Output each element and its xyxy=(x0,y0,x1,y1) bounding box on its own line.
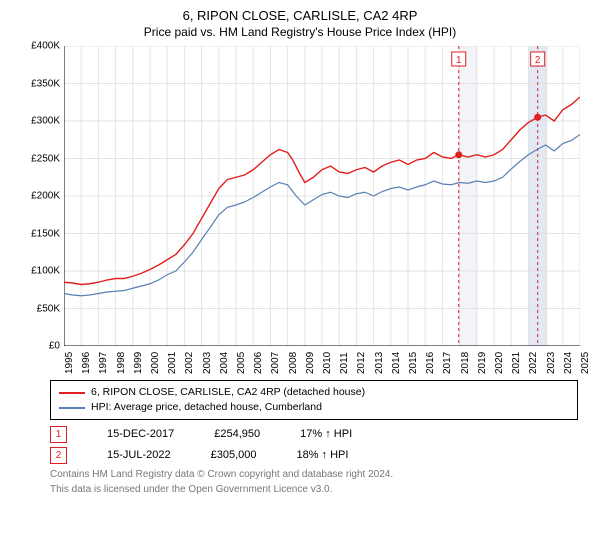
y-axis-label: £50K xyxy=(20,303,60,314)
x-axis-label: 2014 xyxy=(391,352,402,374)
x-axis-label: 2011 xyxy=(339,353,350,375)
y-axis-label: £150K xyxy=(20,228,60,239)
marker-row: 1 15-DEC-2017 £254,950 17% ↑ HPI xyxy=(50,426,578,443)
marker-price: £305,000 xyxy=(211,449,257,461)
legend-swatch-1 xyxy=(59,392,85,394)
marker-badge-1: 1 xyxy=(50,426,67,443)
x-axis-label: 2025 xyxy=(580,352,591,374)
marker-row: 2 15-JUL-2022 £305,000 18% ↑ HPI xyxy=(50,447,578,464)
marker-date: 15-DEC-2017 xyxy=(107,428,174,440)
x-axis-label: 1995 xyxy=(64,352,75,374)
x-axis-label: 2005 xyxy=(236,352,247,374)
x-axis-label: 2012 xyxy=(356,352,367,374)
x-axis-label: 2003 xyxy=(202,352,213,374)
y-axis-label: £300K xyxy=(20,116,60,127)
x-axis-label: 2020 xyxy=(494,352,505,374)
chart-area: £0£50K£100K£150K£200K£250K£300K£350K£400… xyxy=(20,46,580,376)
x-axis-label: 1998 xyxy=(116,352,127,374)
x-axis-label: 2013 xyxy=(374,352,385,374)
footnote-line-1: Contains HM Land Registry data © Crown c… xyxy=(50,468,578,481)
x-axis-label: 2018 xyxy=(460,352,471,374)
x-axis-label: 2008 xyxy=(288,352,299,374)
x-axis-label: 2024 xyxy=(563,352,574,374)
marker-delta: 17% ↑ HPI xyxy=(300,428,352,440)
chart-subtitle: Price paid vs. HM Land Registry's House … xyxy=(12,25,588,41)
x-axis-label: 2006 xyxy=(253,352,264,374)
y-axis-label: £200K xyxy=(20,191,60,202)
svg-text:1: 1 xyxy=(456,55,462,66)
x-axis-label: 2015 xyxy=(408,352,419,374)
x-axis-label: 2017 xyxy=(442,352,453,374)
chart-title: 6, RIPON CLOSE, CARLISLE, CA2 4RP xyxy=(12,8,588,25)
x-axis-label: 1996 xyxy=(81,352,92,374)
legend-label-1: 6, RIPON CLOSE, CARLISLE, CA2 4RP (detac… xyxy=(91,385,365,400)
legend-label-2: HPI: Average price, detached house, Cumb… xyxy=(91,400,322,415)
x-axis-label: 2016 xyxy=(425,352,436,374)
x-axis-label: 2000 xyxy=(150,352,161,374)
svg-text:2: 2 xyxy=(535,55,541,66)
y-axis-label: £0 xyxy=(20,341,60,352)
x-axis-label: 1999 xyxy=(133,352,144,374)
x-axis-label: 2007 xyxy=(270,352,281,374)
x-axis-label: 2022 xyxy=(528,352,539,374)
x-axis-label: 2019 xyxy=(477,352,488,374)
y-axis-label: £100K xyxy=(20,266,60,277)
marker-table: 1 15-DEC-2017 £254,950 17% ↑ HPI 2 15-JU… xyxy=(50,426,578,464)
x-axis-label: 1997 xyxy=(98,352,109,374)
x-axis-label: 2023 xyxy=(546,352,557,374)
plot-region: 12 xyxy=(64,46,580,346)
marker-price: £254,950 xyxy=(214,428,260,440)
legend: 6, RIPON CLOSE, CARLISLE, CA2 4RP (detac… xyxy=(50,380,578,419)
marker-badge-2: 2 xyxy=(50,447,67,464)
x-axis-label: 2004 xyxy=(219,352,230,374)
marker-delta: 18% ↑ HPI xyxy=(296,449,348,461)
y-axis-label: £250K xyxy=(20,153,60,164)
footnote-line-2: This data is licensed under the Open Gov… xyxy=(50,483,578,496)
x-axis-label: 2010 xyxy=(322,352,333,374)
legend-swatch-2 xyxy=(59,407,85,409)
marker-date: 15-JUL-2022 xyxy=(107,449,171,461)
x-axis-label: 2001 xyxy=(167,352,178,374)
y-axis-label: £350K xyxy=(20,78,60,89)
y-axis-label: £400K xyxy=(20,41,60,52)
x-axis-label: 2021 xyxy=(511,352,522,374)
x-axis-label: 2009 xyxy=(305,352,316,374)
x-axis-label: 2002 xyxy=(184,352,195,374)
